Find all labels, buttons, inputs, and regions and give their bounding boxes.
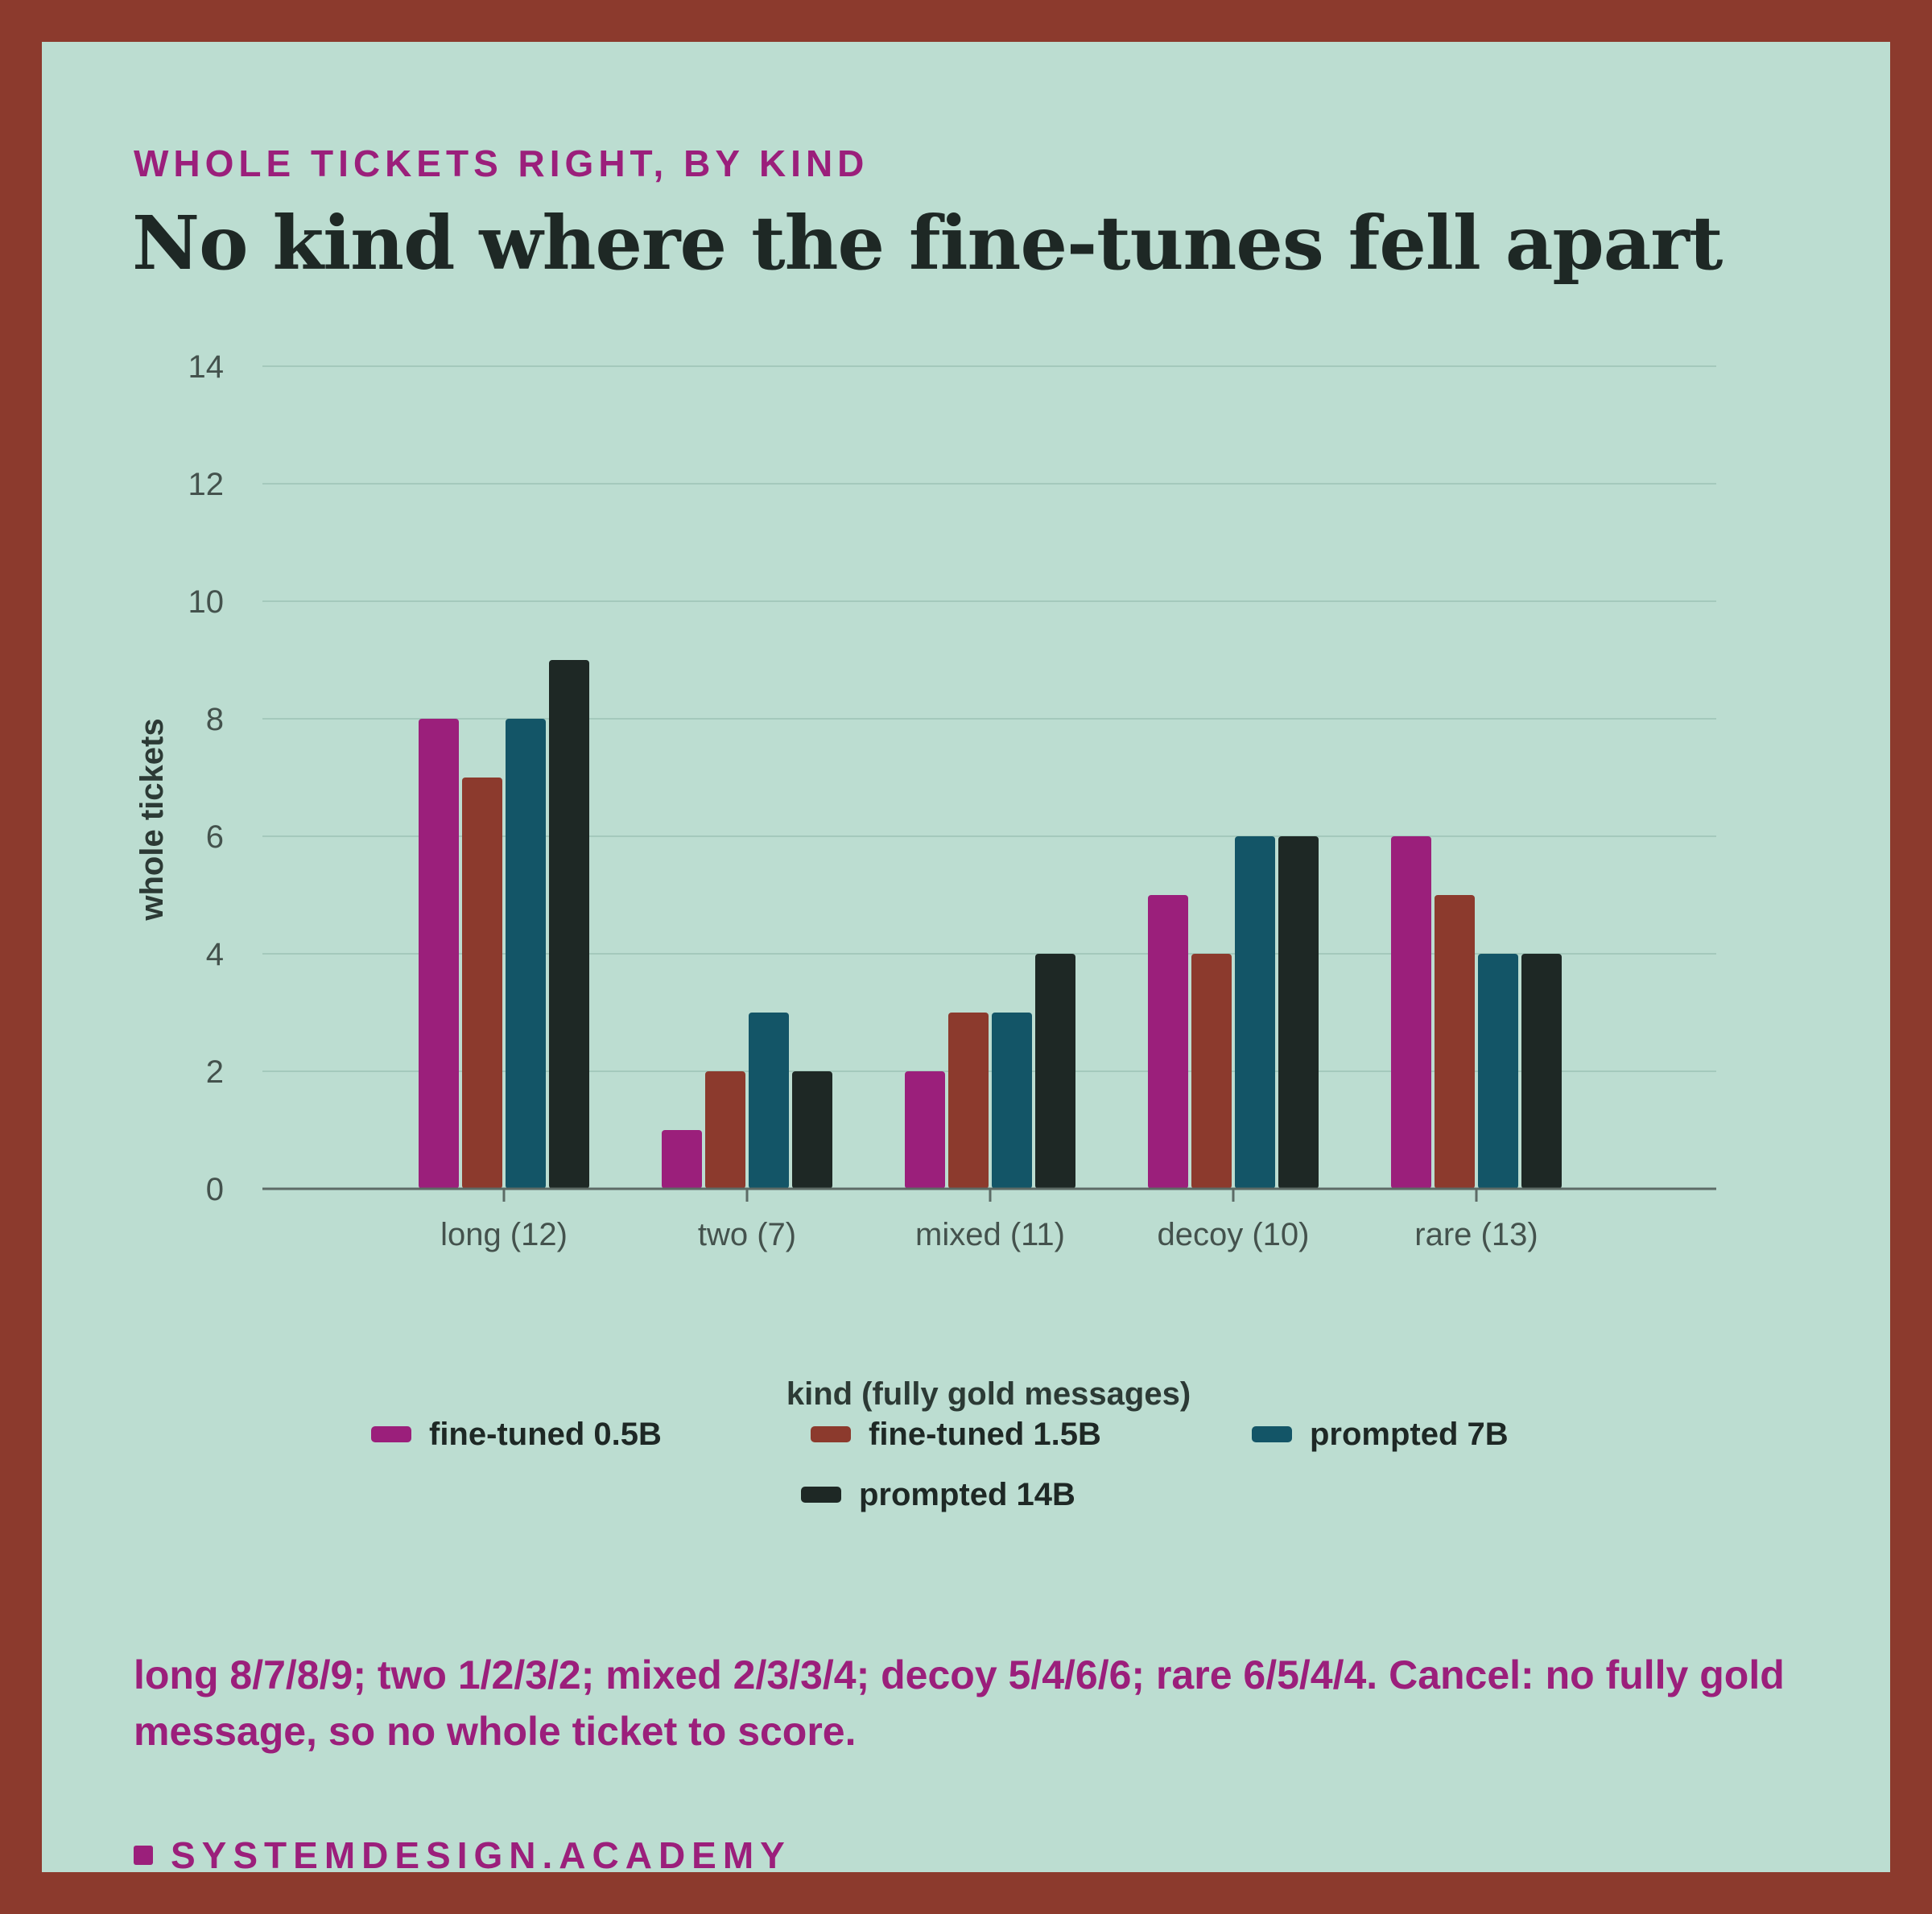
y-tick-label: 6	[206, 819, 224, 855]
bar	[1191, 954, 1232, 1189]
y-tick-label: 0	[206, 1172, 224, 1207]
bar-chart: 0 2 4 6 8 10 12 14 long (12) two (7) mixed (11) dec…	[188, 349, 1716, 1252]
legend-swatch	[801, 1487, 841, 1503]
legend-item: fine-tuned 1.5B	[811, 1414, 1101, 1454]
bar	[1278, 836, 1319, 1189]
legend-swatch	[811, 1426, 851, 1442]
x-axis-label: kind (fully gold messages)	[786, 1376, 1191, 1412]
bar	[1035, 954, 1075, 1189]
bar	[462, 778, 502, 1189]
bar	[1435, 895, 1475, 1189]
legend-item: fine-tuned 0.5B	[371, 1414, 662, 1454]
bar	[1148, 895, 1188, 1189]
legend-label: prompted 14B	[859, 1476, 1075, 1512]
y-tick-label: 8	[206, 702, 224, 737]
bar	[1235, 836, 1275, 1189]
x-tick-label: mixed (11)	[915, 1217, 1065, 1252]
y-tick-label: 10	[188, 584, 225, 620]
chart-title: No kind where the fine-tunes fell apart	[132, 200, 1723, 287]
bar	[992, 1013, 1032, 1189]
legend-item: prompted 7B	[1252, 1414, 1509, 1454]
y-tick-label: 4	[206, 937, 224, 972]
legend-swatch	[1252, 1426, 1292, 1442]
x-tick-label: two (7)	[698, 1217, 796, 1252]
bar	[662, 1130, 702, 1189]
bar	[749, 1013, 789, 1189]
eyebrow-label: WHOLE TICKETS RIGHT, BY KIND	[134, 142, 869, 184]
bar	[1478, 954, 1518, 1189]
chart-card: WHOLE TICKETS RIGHT, BY KIND No kind whe…	[42, 42, 1890, 1876]
legend-label: fine-tuned 1.5B	[869, 1416, 1101, 1452]
y-tick-label: 12	[188, 467, 225, 502]
brand-square-icon	[134, 1846, 153, 1865]
x-tick-label: rare (13)	[1414, 1217, 1538, 1252]
brand-label: SYSTEMDESIGN.ACADEMY	[171, 1834, 791, 1876]
y-axis-label: whole tickets	[134, 718, 170, 921]
caption: long 8/7/8/9; two 1/2/3/2; mixed 2/3/3/4…	[134, 1652, 1785, 1754]
legend-swatch	[371, 1426, 411, 1442]
x-tick-label: decoy (10)	[1158, 1217, 1310, 1252]
footer: SYSTEMDESIGN.ACADEMY	[134, 1834, 791, 1877]
bar	[1521, 954, 1562, 1189]
bar	[1391, 836, 1431, 1189]
legend-label: prompted 7B	[1310, 1416, 1509, 1452]
bar	[705, 1071, 745, 1189]
legend-label: fine-tuned 0.5B	[429, 1416, 662, 1452]
bar	[792, 1071, 832, 1189]
legend-item: prompted 14B	[801, 1475, 1075, 1515]
bar	[506, 719, 546, 1189]
bar	[905, 1071, 945, 1189]
bar	[948, 1013, 989, 1189]
y-tick-label: 2	[206, 1054, 224, 1090]
x-tick-label: long (12)	[440, 1217, 568, 1252]
bar	[419, 719, 459, 1189]
y-tick-label: 14	[188, 349, 225, 385]
bar	[549, 660, 589, 1189]
